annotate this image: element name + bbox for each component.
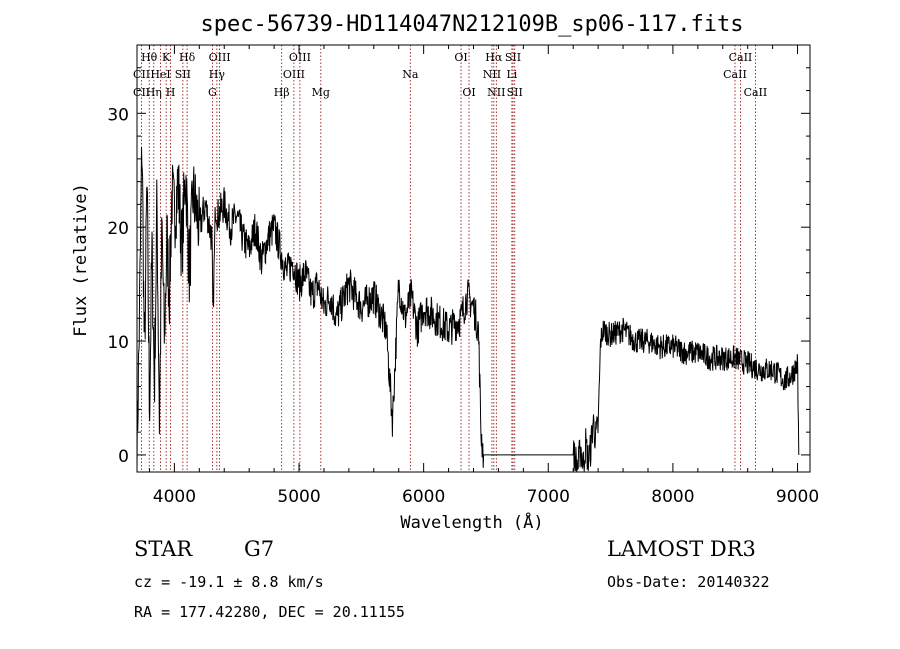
marker-label: CaII	[729, 51, 753, 64]
marker-label: SII	[507, 86, 523, 99]
marker-label: CaII	[744, 86, 768, 99]
survey-name: LAMOST DR3	[607, 537, 756, 561]
marker-label: CII	[133, 68, 150, 81]
marker-label: Hθ	[141, 51, 158, 64]
y-tick-label: 30	[107, 105, 129, 125]
obs-date: Obs-Date: 20140322	[607, 573, 770, 591]
y-axis-label: Flux (relative)	[71, 183, 91, 337]
marker-label: H	[166, 86, 176, 99]
marker-label: Mg	[312, 86, 330, 99]
x-axis-label: Wavelength (Å)	[400, 511, 543, 533]
marker-label: Hγ	[209, 68, 226, 81]
marker-label: OI	[462, 86, 475, 99]
y-tick-label: 20	[107, 219, 129, 239]
marker-label: K	[162, 51, 171, 64]
subclass: G7	[244, 537, 275, 561]
x-tick-label: 6000	[402, 487, 445, 507]
marker-label: Hδ	[179, 51, 196, 64]
redshift-cz: cz = -19.1 ± 8.8 km/s	[134, 573, 324, 591]
axis-ticks: 4000 5000 6000 7000 8000 9000 0 10 20 30	[107, 45, 819, 507]
coordinates: RA = 177.42280, DEC = 20.11155	[134, 603, 405, 621]
y-tick-label: 0	[118, 447, 129, 467]
marker-label: Na	[402, 68, 419, 81]
marker-label: Hη	[146, 86, 162, 99]
marker-label: Hα	[485, 51, 503, 64]
marker-label: Li	[506, 68, 517, 81]
x-tick-label: 7000	[527, 487, 570, 507]
marker-label: OI	[454, 51, 467, 64]
marker-label: OIII	[283, 68, 305, 81]
chart-title: spec-56739-HD114047N212109B_sp06-117.fit…	[200, 12, 743, 37]
marker-label: CaII	[723, 68, 747, 81]
y-tick-label: 10	[107, 333, 129, 353]
marker-label: G	[208, 86, 217, 99]
marker-label: Hβ	[274, 86, 290, 99]
x-tick-label: 4000	[153, 487, 196, 507]
marker-label: OIII	[209, 51, 231, 64]
object-class: STAR	[134, 537, 193, 561]
marker-label: HeI	[150, 68, 170, 81]
marker-label: NII	[487, 86, 505, 99]
spectrum-series	[136, 147, 800, 472]
spectrum-line	[136, 147, 800, 472]
x-tick-label: 5000	[277, 487, 320, 507]
x-tick-label: 8000	[651, 487, 694, 507]
marker-label: SII	[175, 68, 191, 81]
x-tick-label: 9000	[776, 487, 819, 507]
plot-frame	[136, 44, 811, 473]
marker-label: SII	[505, 51, 521, 64]
marker-label: OIII	[289, 51, 311, 64]
marker-label: NII	[483, 68, 501, 81]
